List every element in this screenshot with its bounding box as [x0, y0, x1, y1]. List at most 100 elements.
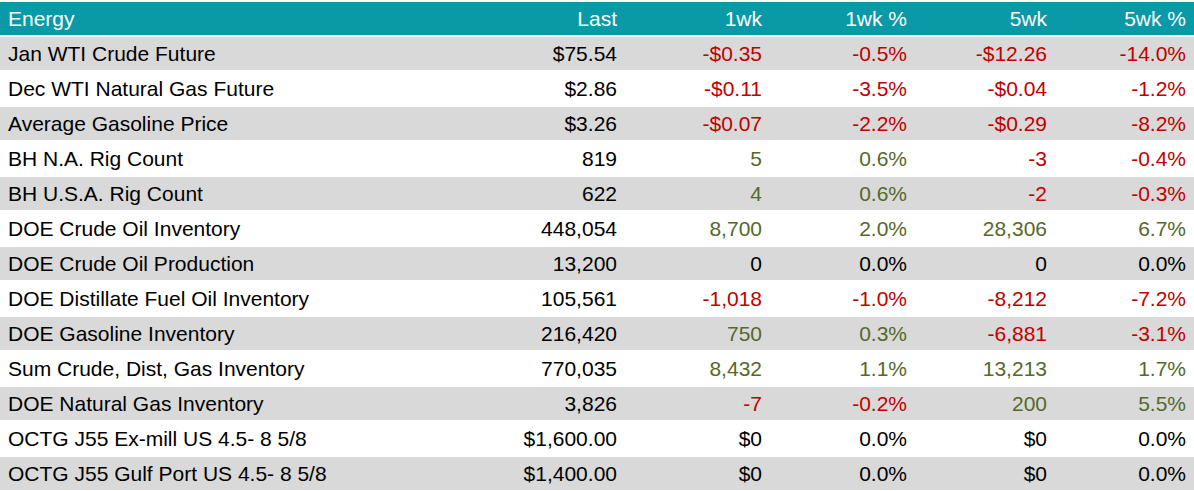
- cell-last[interactable]: 3,826: [480, 387, 625, 420]
- cell-1wk-pct[interactable]: 0.6%: [770, 142, 915, 175]
- cell-5wk-pct[interactable]: -3.1%: [1055, 317, 1194, 350]
- cell-1wk[interactable]: 8,700: [625, 212, 770, 245]
- cell-energy[interactable]: DOE Distillate Fuel Oil Inventory: [0, 282, 480, 315]
- cell-5wk-pct[interactable]: -8.2%: [1055, 107, 1194, 140]
- cell-5wk[interactable]: 200: [915, 387, 1055, 420]
- table-row: BH U.S.A. Rig Count 622 4 0.6% -2 -0.3%: [0, 177, 1194, 210]
- cell-1wk-pct[interactable]: 0.3%: [770, 317, 915, 350]
- cell-energy[interactable]: DOE Natural Gas Inventory: [0, 387, 480, 420]
- column-header-5wk-pct[interactable]: 5wk %: [1055, 2, 1194, 35]
- cell-5wk-pct[interactable]: 5.5%: [1055, 387, 1194, 420]
- cell-last[interactable]: 448,054: [480, 212, 625, 245]
- column-header-1wk[interactable]: 1wk: [625, 2, 770, 35]
- cell-last[interactable]: $75.54: [480, 37, 625, 70]
- cell-energy[interactable]: Sum Crude, Dist, Gas Inventory: [0, 352, 480, 385]
- cell-5wk-pct[interactable]: 0.0%: [1055, 457, 1194, 490]
- header-row: Energy Last 1wk 1wk % 5wk 5wk %: [0, 2, 1194, 35]
- cell-1wk-pct[interactable]: -3.5%: [770, 72, 915, 105]
- table-row: Sum Crude, Dist, Gas Inventory 770,035 8…: [0, 352, 1194, 385]
- cell-1wk-pct[interactable]: -1.0%: [770, 282, 915, 315]
- cell-last[interactable]: 105,561: [480, 282, 625, 315]
- cell-1wk[interactable]: 4: [625, 177, 770, 210]
- cell-energy[interactable]: Average Gasoline Price: [0, 107, 480, 140]
- cell-1wk-pct[interactable]: -0.5%: [770, 37, 915, 70]
- table-row: OCTG J55 Ex-mill US 4.5- 8 5/8 $1,600.00…: [0, 422, 1194, 455]
- cell-energy[interactable]: DOE Gasoline Inventory: [0, 317, 480, 350]
- cell-energy[interactable]: DOE Crude Oil Inventory: [0, 212, 480, 245]
- cell-5wk-pct[interactable]: -7.2%: [1055, 282, 1194, 315]
- cell-5wk[interactable]: -3: [915, 142, 1055, 175]
- cell-5wk[interactable]: 28,306: [915, 212, 1055, 245]
- cell-1wk-pct[interactable]: -2.2%: [770, 107, 915, 140]
- cell-5wk-pct[interactable]: -0.4%: [1055, 142, 1194, 175]
- table-header: Energy Last 1wk 1wk % 5wk 5wk %: [0, 2, 1194, 35]
- cell-1wk-pct[interactable]: 0.0%: [770, 247, 915, 280]
- table-row: DOE Crude Oil Production 13,200 0 0.0% 0…: [0, 247, 1194, 280]
- column-header-5wk[interactable]: 5wk: [915, 2, 1055, 35]
- cell-5wk-pct[interactable]: 6.7%: [1055, 212, 1194, 245]
- cell-1wk[interactable]: -$0.35: [625, 37, 770, 70]
- cell-energy[interactable]: BH N.A. Rig Count: [0, 142, 480, 175]
- column-header-last[interactable]: Last: [480, 2, 625, 35]
- cell-5wk[interactable]: -8,212: [915, 282, 1055, 315]
- cell-last[interactable]: 216,420: [480, 317, 625, 350]
- cell-1wk[interactable]: -$0.11: [625, 72, 770, 105]
- cell-5wk-pct[interactable]: 0.0%: [1055, 247, 1194, 280]
- table-row: Dec WTI Natural Gas Future $2.86 -$0.11 …: [0, 72, 1194, 105]
- table-row: DOE Crude Oil Inventory 448,054 8,700 2.…: [0, 212, 1194, 245]
- cell-5wk-pct[interactable]: -1.2%: [1055, 72, 1194, 105]
- cell-1wk[interactable]: 750: [625, 317, 770, 350]
- cell-1wk-pct[interactable]: -0.2%: [770, 387, 915, 420]
- cell-5wk[interactable]: -2: [915, 177, 1055, 210]
- cell-5wk-pct[interactable]: 0.0%: [1055, 422, 1194, 455]
- table-row: DOE Gasoline Inventory 216,420 750 0.3% …: [0, 317, 1194, 350]
- cell-1wk-pct[interactable]: 0.6%: [770, 177, 915, 210]
- cell-5wk[interactable]: -$0.04: [915, 72, 1055, 105]
- cell-1wk[interactable]: -1,018: [625, 282, 770, 315]
- cell-last[interactable]: 622: [480, 177, 625, 210]
- cell-energy[interactable]: DOE Crude Oil Production: [0, 247, 480, 280]
- table-row: BH N.A. Rig Count 819 5 0.6% -3 -0.4%: [0, 142, 1194, 175]
- cell-1wk[interactable]: 5: [625, 142, 770, 175]
- table-row: DOE Natural Gas Inventory 3,826 -7 -0.2%…: [0, 387, 1194, 420]
- cell-1wk[interactable]: 8,432: [625, 352, 770, 385]
- cell-1wk[interactable]: -$0.07: [625, 107, 770, 140]
- cell-last[interactable]: 13,200: [480, 247, 625, 280]
- cell-5wk[interactable]: -6,881: [915, 317, 1055, 350]
- cell-5wk[interactable]: $0: [915, 422, 1055, 455]
- column-header-energy[interactable]: Energy: [0, 2, 480, 35]
- table-body: Jan WTI Crude Future $75.54 -$0.35 -0.5%…: [0, 37, 1194, 490]
- cell-energy[interactable]: OCTG J55 Gulf Port US 4.5- 8 5/8: [0, 457, 480, 490]
- cell-5wk-pct[interactable]: -0.3%: [1055, 177, 1194, 210]
- cell-last[interactable]: 819: [480, 142, 625, 175]
- cell-1wk-pct[interactable]: 0.0%: [770, 422, 915, 455]
- cell-energy[interactable]: BH U.S.A. Rig Count: [0, 177, 480, 210]
- cell-last[interactable]: $1,600.00: [480, 422, 625, 455]
- cell-5wk[interactable]: -$0.29: [915, 107, 1055, 140]
- table-row: Average Gasoline Price $3.26 -$0.07 -2.2…: [0, 107, 1194, 140]
- table-row: DOE Distillate Fuel Oil Inventory 105,56…: [0, 282, 1194, 315]
- cell-5wk[interactable]: 0: [915, 247, 1055, 280]
- table-row: Jan WTI Crude Future $75.54 -$0.35 -0.5%…: [0, 37, 1194, 70]
- cell-energy[interactable]: Jan WTI Crude Future: [0, 37, 480, 70]
- cell-last[interactable]: $2.86: [480, 72, 625, 105]
- cell-1wk-pct[interactable]: 1.1%: [770, 352, 915, 385]
- cell-5wk[interactable]: 13,213: [915, 352, 1055, 385]
- column-header-1wk-pct[interactable]: 1wk %: [770, 2, 915, 35]
- energy-price-table: Energy Last 1wk 1wk % 5wk 5wk % Jan WTI …: [0, 0, 1194, 491]
- cell-last[interactable]: 770,035: [480, 352, 625, 385]
- cell-1wk-pct[interactable]: 0.0%: [770, 457, 915, 490]
- cell-5wk[interactable]: $0: [915, 457, 1055, 490]
- cell-energy[interactable]: OCTG J55 Ex-mill US 4.5- 8 5/8: [0, 422, 480, 455]
- cell-1wk-pct[interactable]: 2.0%: [770, 212, 915, 245]
- cell-5wk[interactable]: -$12.26: [915, 37, 1055, 70]
- cell-energy[interactable]: Dec WTI Natural Gas Future: [0, 72, 480, 105]
- cell-1wk[interactable]: -7: [625, 387, 770, 420]
- cell-5wk-pct[interactable]: -14.0%: [1055, 37, 1194, 70]
- cell-last[interactable]: $1,400.00: [480, 457, 625, 490]
- cell-1wk[interactable]: $0: [625, 457, 770, 490]
- cell-1wk[interactable]: 0: [625, 247, 770, 280]
- cell-1wk[interactable]: $0: [625, 422, 770, 455]
- cell-last[interactable]: $3.26: [480, 107, 625, 140]
- cell-5wk-pct[interactable]: 1.7%: [1055, 352, 1194, 385]
